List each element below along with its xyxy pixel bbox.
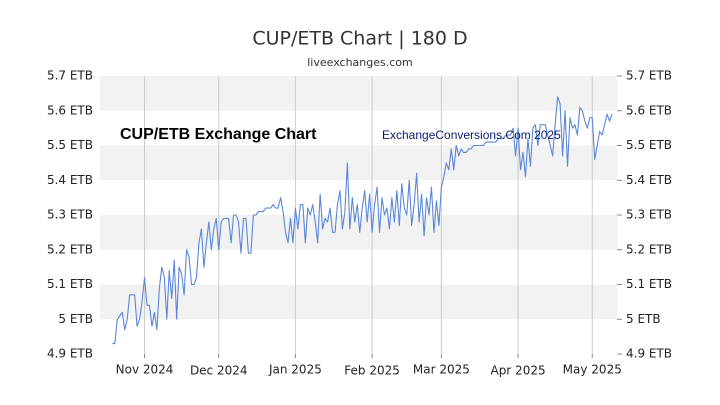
band (100, 284, 617, 320)
y2-tick-label: 5.3 ETB (626, 208, 672, 222)
watermark: ExchangeConversions.Com 2025 (382, 128, 561, 142)
y2-tick-label: 5.2 ETB (626, 242, 672, 256)
bands (100, 76, 617, 320)
x-tick-label: Jan 2025 (268, 363, 322, 377)
x-tick-label: Dec 2024 (190, 364, 248, 378)
y2-tick-label: 5.1 ETB (626, 277, 672, 291)
line (112, 96, 613, 345)
y-tick-label: 5.5 ETB (47, 138, 93, 152)
y-tick-label: 5.6 ETB (47, 103, 93, 117)
x-tick-label: Apr 2025 (490, 364, 545, 378)
y2-tick-label: 5 ETB (626, 312, 661, 326)
y-tick-label: 4.9 ETB (47, 347, 93, 361)
band (100, 76, 617, 111)
y-tick-label: 5.2 ETB (47, 242, 93, 256)
y-tick-label: 5.4 ETB (47, 173, 93, 187)
chart-subtitle: liveexchanges.com (307, 56, 412, 69)
y2-tick-label: 4.9 ETB (626, 347, 672, 361)
chart-title: CUP/ETB Chart | 180 D (252, 28, 467, 50)
plot (112, 96, 613, 345)
y2-tick-label: 5.4 ETB (626, 173, 672, 187)
x-tick-label: Feb 2025 (344, 364, 400, 378)
y-tick-label: 5 ETB (58, 312, 93, 326)
y-tick-label: 5.1 ETB (47, 277, 93, 291)
y-tick-label: 5.7 ETB (47, 69, 93, 83)
x-tick-label: Nov 2024 (116, 363, 174, 377)
x-tick-label: Mar 2025 (413, 363, 470, 377)
y2-tick-label: 5.5 ETB (626, 138, 672, 152)
annotation: CUP/ETB Exchange Chart (120, 126, 317, 143)
x-tick-label: May 2025 (563, 363, 622, 377)
band (100, 145, 617, 181)
y2-tick-label: 5.6 ETB (626, 103, 672, 117)
y-tick-label: 5.3 ETB (47, 208, 93, 222)
y2-tick-label: 5.7 ETB (626, 69, 672, 83)
